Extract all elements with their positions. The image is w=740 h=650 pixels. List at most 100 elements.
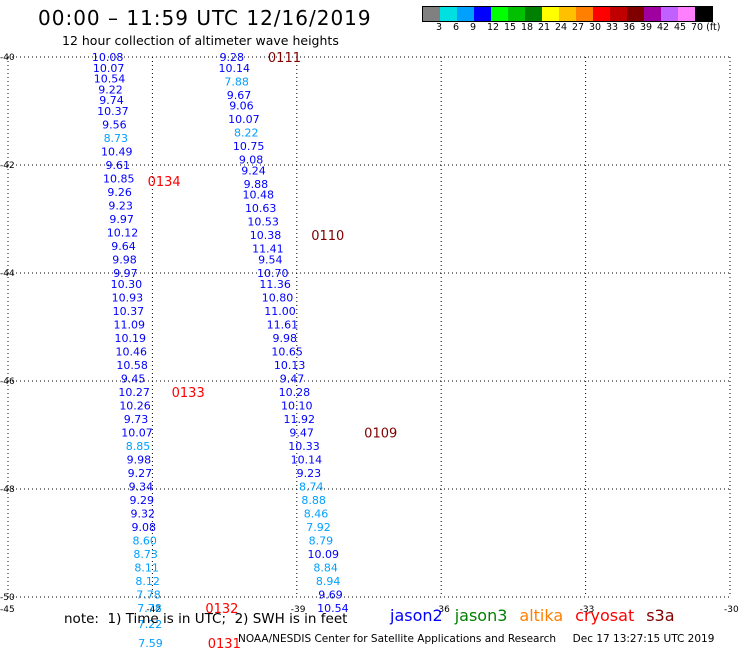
y-tick-label: -44	[0, 269, 15, 279]
wave-height-value: 10.54	[317, 602, 349, 615]
wave-height-value: 9.27	[128, 467, 153, 480]
x-tick-label: -45	[0, 605, 15, 615]
wave-height-value: 10.33	[288, 440, 320, 453]
wave-height-value: 9.26	[107, 186, 132, 199]
pass-labels: 0134 0133 0132 0131 0111 0110 0109	[148, 51, 398, 650]
wave-height-value: 10.10	[281, 399, 313, 412]
colorbar-label: 30	[589, 22, 602, 33]
wave-height-value: 8.74	[299, 480, 324, 493]
wave-height-value: 11.09	[114, 318, 146, 331]
wave-height-value: 10.12	[107, 227, 139, 240]
wave-height-value: 7.59	[138, 637, 163, 650]
wave-height-value: 10.14	[291, 453, 323, 466]
legend-item: jason3	[454, 606, 508, 625]
pass-label: 0133	[172, 386, 205, 401]
pass-label: 0109	[364, 426, 397, 441]
wave-height-value: 10.65	[271, 345, 303, 358]
colorbar-swatch	[576, 7, 593, 21]
wave-height-value: 7.92	[306, 521, 331, 534]
wave-height-value: 9.74	[99, 94, 124, 107]
wave-height-value: 9.34	[129, 480, 154, 493]
wave-height-value: 10.07	[93, 62, 125, 75]
colorbar-swatch	[644, 7, 661, 21]
wave-height-value: 10.13	[274, 359, 306, 372]
wave-height-value: 10.26	[119, 399, 151, 412]
colorbar-label: 70 (ft)	[691, 22, 721, 33]
wave-height-value: 10.37	[113, 305, 145, 318]
colorbar-label: 18	[521, 22, 534, 33]
wave-height-value: 11.61	[267, 318, 299, 331]
wave-height-value: 9.24	[241, 164, 266, 177]
colorbar-label: 3	[436, 22, 443, 33]
wave-height-value: 10.14	[218, 62, 250, 75]
wave-height-value: 9.54	[258, 254, 283, 267]
wave-height-value: 10.46	[115, 345, 147, 358]
y-tick-label: -40	[0, 53, 15, 63]
pass-label: 0110	[311, 229, 344, 244]
wave-height-value: 9.08	[239, 154, 264, 167]
wave-height-value: 10.80	[262, 291, 294, 304]
wave-height-value: 9.98	[273, 332, 298, 345]
colorbar-swatch	[423, 7, 440, 21]
wave-height-value: 9.69	[318, 588, 343, 601]
axis-ticks: -45 -42 -39 -36 -33 -30 -40 -42 -44 -46 -48 -50	[0, 53, 739, 615]
footer-credit: NOAA/NESDIS Center for Satellite Applica…	[238, 633, 715, 645]
pass-label: 0131	[208, 637, 241, 650]
wave-height-value: 9.47	[289, 426, 314, 439]
colorbar-label: 12	[487, 22, 500, 33]
y-tick-label: -48	[0, 485, 15, 495]
wave-height-value: 8.73	[104, 132, 129, 145]
colorbar-label: 45	[674, 22, 687, 33]
wave-height-value: 7.88	[224, 75, 249, 88]
colorbar-label: 6	[453, 22, 460, 33]
wave-height-value: 9.88	[244, 178, 269, 191]
wave-height-value: 9.08	[131, 521, 156, 534]
wave-height-values: 10.0810.0710.549.229.7410.379.568.7310.4…	[92, 51, 349, 650]
colorbar-swatch	[627, 7, 644, 21]
wave-height-value: 10.85	[103, 173, 135, 186]
wave-height-value: 10.27	[118, 386, 150, 399]
pass-label: 0132	[205, 602, 238, 617]
colorbar-swatch	[678, 7, 695, 21]
x-tick-label: -42	[146, 605, 161, 615]
wave-height-value: 10.63	[245, 202, 277, 215]
colorbar-label: 9	[470, 22, 477, 33]
colorbar-swatch	[559, 7, 576, 21]
wave-height-value: 9.61	[105, 159, 130, 172]
wave-height-value: 11.41	[252, 243, 284, 256]
y-tick-label: -50	[0, 593, 15, 603]
wave-height-value: 9.56	[102, 119, 127, 132]
wave-height-value: 8.79	[309, 534, 334, 547]
wave-height-value: 10.09	[308, 548, 340, 561]
wave-height-value: 9.23	[297, 467, 322, 480]
wave-height-value: 9.47	[280, 372, 305, 385]
colorbar-label: 42	[657, 22, 670, 33]
wave-height-value: 10.93	[112, 291, 144, 304]
wave-height-value: 8.88	[301, 494, 326, 507]
colorbar-label: 24	[555, 22, 568, 33]
wave-height-value: 8.60	[132, 534, 157, 547]
wave-height-value: 9.22	[98, 83, 123, 96]
wave-height-value: 9.98	[127, 453, 152, 466]
wave-height-value: 9.97	[109, 213, 134, 226]
wave-height-value: 10.54	[94, 73, 126, 86]
wave-height-value: 9.97	[113, 267, 138, 280]
page-subtitle: 12 hour collection of altimeter wave hei…	[62, 33, 339, 48]
colorbar-label: 36	[623, 22, 636, 33]
wave-height-value: 7.78	[137, 602, 162, 615]
wave-height-value: 9.29	[130, 494, 155, 507]
legend-item: cryosat	[575, 606, 635, 625]
wave-height-value: 9.32	[131, 507, 156, 520]
colorbar-swatch	[661, 7, 678, 21]
wave-height-value: 7.22	[138, 618, 163, 631]
x-tick-label: -33	[580, 605, 595, 615]
colorbar-label: 21	[538, 22, 551, 33]
wave-height-value: 9.98	[112, 254, 137, 267]
map-grid	[7, 56, 731, 598]
wave-height-value: 9.73	[124, 413, 149, 426]
wave-height-value: 8.85	[126, 440, 151, 453]
wave-height-value: 10.75	[233, 140, 265, 153]
wave-height-value: 8.84	[313, 561, 338, 574]
wave-height-value: 9.67	[227, 89, 252, 102]
